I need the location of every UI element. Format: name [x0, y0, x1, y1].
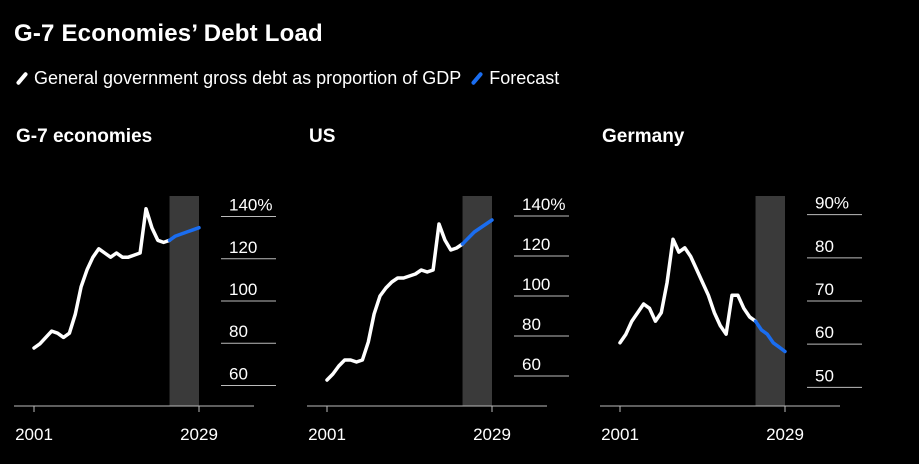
y-tick-label: 100 — [229, 280, 257, 299]
legend-item-forecast: Forecast — [469, 68, 559, 89]
chart-us: 60 80 100 120 140% 2001 2029 — [307, 195, 569, 444]
y-tick-label: 60 — [522, 355, 541, 374]
legend-swatch-forecast — [470, 71, 484, 86]
x-tick-label: 2029 — [180, 425, 218, 444]
y-tick-label: 50 — [815, 366, 834, 385]
x-tick-label: 2001 — [308, 425, 346, 444]
actual-line — [32, 206, 172, 350]
y-tick-label: 100 — [522, 275, 550, 294]
forecast-band — [755, 196, 785, 406]
legend-label-forecast: Forecast — [489, 68, 560, 88]
forecast-line — [753, 319, 787, 354]
legend-label-actual: General government gross debt as proport… — [34, 68, 462, 88]
y-tick-label: 120 — [522, 235, 550, 254]
panel-title-us: US — [309, 126, 336, 147]
legend-swatch-actual — [15, 71, 29, 86]
legend-item-actual: General government gross debt as proport… — [14, 68, 461, 89]
y-tick-label: 140% — [229, 196, 272, 215]
chart-title: G-7 Economies’ Debt Load — [14, 20, 323, 47]
panel-title-g7: G-7 economies — [16, 126, 153, 147]
x-tick-label: 2001 — [15, 425, 53, 444]
chart-germany: 50 60 70 80 90% 2001 2029 — [600, 194, 862, 444]
x-tick-label: 2029 — [473, 425, 511, 444]
y-tick-label: 60 — [815, 323, 834, 342]
y-tick-label: 90% — [815, 194, 849, 213]
y-tick-label: 120 — [229, 238, 257, 257]
y-tick-label: 80 — [229, 322, 248, 341]
y-tick-label: 70 — [815, 280, 834, 299]
x-tick-label: 2001 — [601, 425, 639, 444]
legend: General government gross debt as proport… — [14, 68, 567, 89]
y-tick-label: 80 — [815, 237, 834, 256]
forecast-line — [460, 218, 494, 246]
chart-g7: 60 80 100 120 140% 2001 2029 — [14, 196, 276, 444]
actual-line — [325, 222, 465, 382]
y-tick-label: 80 — [522, 315, 541, 334]
y-tick-label: 140% — [522, 195, 565, 214]
actual-line — [618, 237, 758, 345]
forecast-line — [167, 225, 201, 243]
panel-title-germany: Germany — [602, 126, 685, 147]
x-tick-label: 2029 — [766, 425, 804, 444]
panel-g7: G-7 economies 60 80 100 120 140% 2001 2029 — [14, 118, 299, 464]
forecast-band — [462, 196, 492, 406]
panel-us: US 60 80 100 120 140% 2001 2029 — [307, 118, 592, 464]
y-tick-label: 60 — [229, 364, 248, 383]
panel-germany: Germany 50 60 70 80 90% 2001 2029 — [600, 118, 885, 464]
